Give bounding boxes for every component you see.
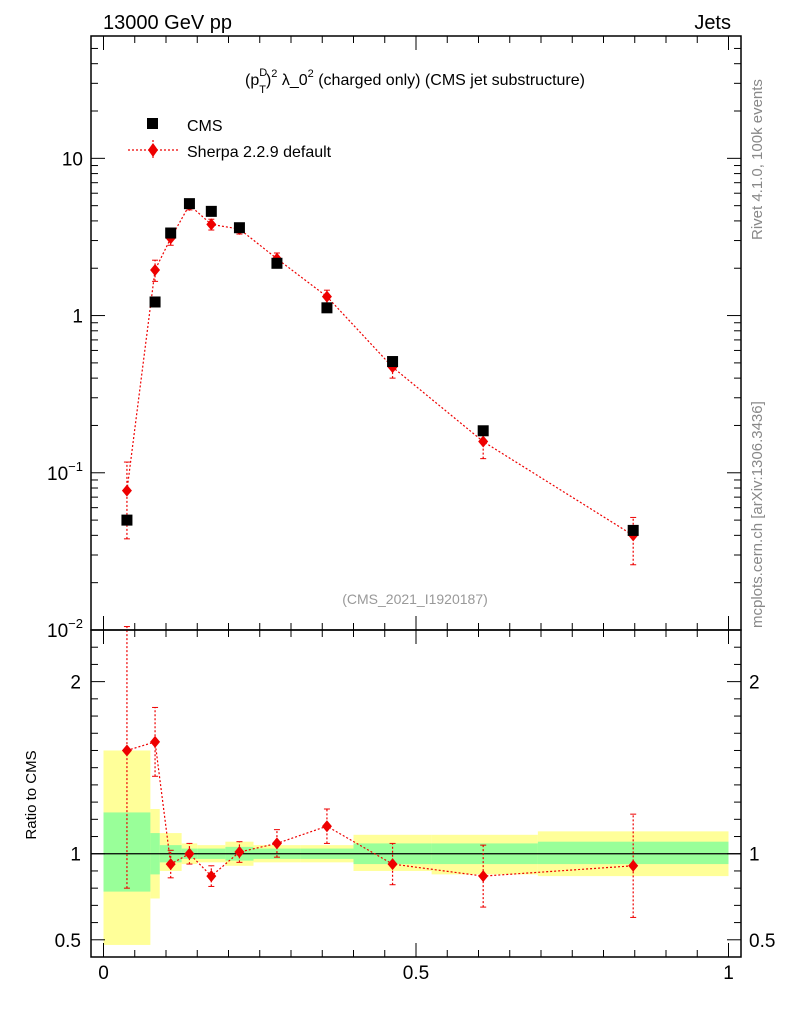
x-tick-label: 1 [723,963,734,984]
data-point [205,205,217,217]
plot-title-sup2: 2 [271,68,277,80]
y-tick-label-base: 10 [47,621,68,642]
plot-title-sub: T [259,84,266,96]
mc-line [126,204,634,536]
data-point [183,198,195,210]
ratio-uncertainty-bands [103,750,729,945]
ratio-mc-point [478,870,489,883]
y-tick-label-exponent: −2 [68,616,83,631]
ratio-mc-series [121,626,639,918]
energy-label: 13000 GeV pp [103,12,232,34]
data-point [387,356,399,368]
plot-title-sup3: 2 [308,68,314,80]
plot-title-close: ) [266,72,271,89]
plot-title-base: (p [245,72,259,89]
legend-mc-marker [148,143,158,157]
y-tick-label: 10 [62,149,83,170]
ratio-y-tick-label: 1 [70,845,81,866]
ratio-y-tick-label-right: 2 [749,673,760,694]
ratio-mc-point [387,858,398,871]
ratio-y-tick-label-right: 1 [749,845,760,866]
ratio-panel: 0.5 0.51 12 2 0 0.5 1 Ratio to CMS [23,626,775,984]
ratio-x-axis: 0 0.5 1 [98,630,734,984]
mc-point [478,435,489,448]
analysis-id: (CMS_2021_I1920187) [342,591,488,607]
site-label: mcplots.cern.ch [arXiv:1306.3436] [749,401,766,628]
x-tick-label: 0 [98,963,109,984]
ratio-mc-point [150,735,161,748]
y-tick-label-base: 10 [47,464,68,485]
plot-title-sup1: D [259,67,267,79]
legend-mc-label: Sherpa 2.2.9 default [187,144,332,161]
ratio-mc-point [206,870,217,883]
x-tick-label: 0.5 [403,963,429,984]
rivet-label: Rivet 4.1.0, 100k events [749,79,766,240]
ratio-mc-point [628,859,639,872]
y-tick-label: 1 [72,307,83,328]
data-point [233,222,245,234]
mc-point [321,290,332,303]
legend-data-marker [147,118,158,129]
main-x-axis [103,36,729,630]
process-label: Jets [694,12,731,34]
data-point [165,227,177,239]
data-point [121,514,133,526]
data-point [149,296,161,308]
mc-series [121,198,639,566]
y-tick-label-base: 10 [62,149,83,170]
y-tick-label-exponent: −1 [68,459,83,474]
ratio-y-axis: 0.5 0.5 1 1 2 2 [55,646,775,952]
y-tick-label: 10−1 [47,459,83,485]
ratio-mc-point [121,744,132,757]
plot-title: (pD T)2 λ_02 (charged only) (CMS jet subs… [245,67,585,96]
ratio-mc-point [184,847,195,860]
mc-point [121,484,132,497]
ratio-y-label: Ratio to CMS [23,750,40,839]
data-point [477,425,489,437]
mc-point [206,218,217,231]
data-point [321,302,333,314]
plot-title-rest: (charged only) (CMS jet substructure) [314,72,585,89]
ratio-frame [90,629,742,958]
legend: CMS Sherpa 2.2.9 default [128,118,332,161]
y-tick-label-base: 1 [72,307,83,328]
data-point [627,524,639,536]
ratio-mc-point [234,846,245,859]
legend-data-label: CMS [187,118,223,135]
ratio-mc-point [321,820,332,833]
plot-title-mid: λ_0 [277,72,307,89]
ratio-mc-point [165,858,176,871]
ratio-mc-point [271,837,282,850]
ratio-y-tick-label-right: 0.5 [749,931,775,952]
ratio-y-tick-label: 0.5 [55,931,81,952]
ratio-y-tick-label: 2 [70,673,81,694]
data-point [271,257,283,269]
y-tick-label: 10−2 [47,616,83,642]
mc-point [150,263,161,276]
data-series [121,198,639,536]
